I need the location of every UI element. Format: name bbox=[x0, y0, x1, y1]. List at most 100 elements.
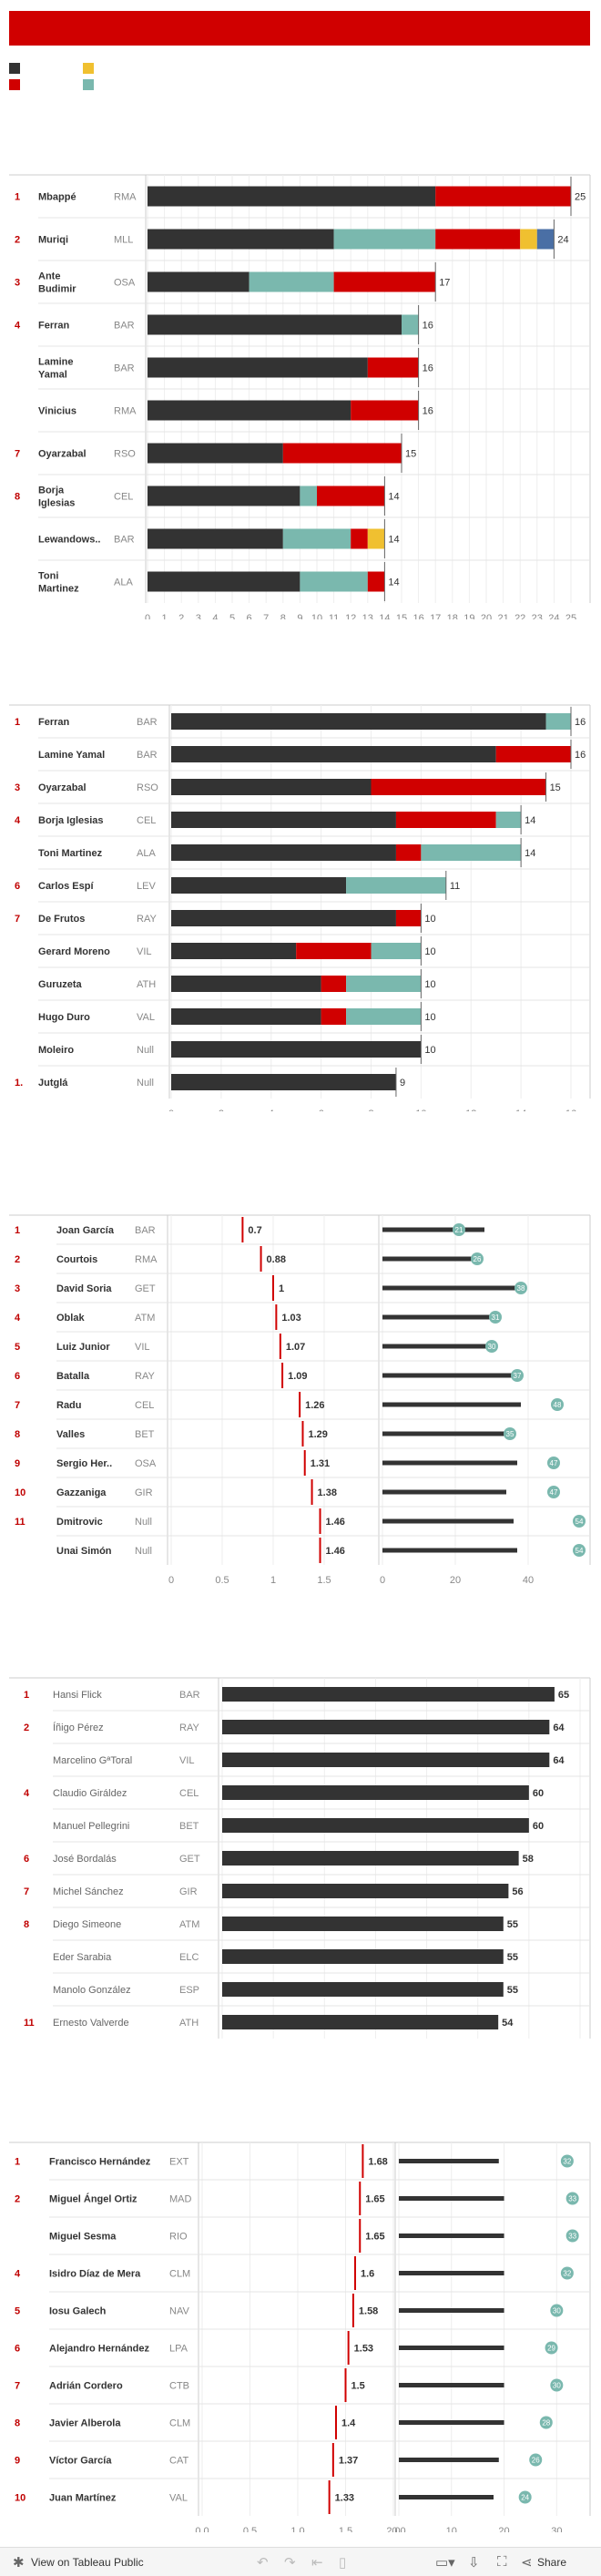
legend-swatch-teal bbox=[83, 79, 94, 90]
person-name: Francisco Hernández bbox=[49, 2157, 151, 2168]
x-tick-label: 1.5 bbox=[339, 2526, 352, 2532]
bar-segment bbox=[421, 844, 522, 861]
x-tick-label: 1.5 bbox=[317, 1575, 331, 1586]
team-label: NAV bbox=[169, 2306, 189, 2317]
revert-icon[interactable]: ⇤ bbox=[311, 2555, 323, 2571]
x-tick-label: 16 bbox=[565, 1109, 576, 1111]
player-name: Lewandows.. bbox=[38, 535, 100, 546]
device-layout-icon[interactable]: ▭▾ bbox=[435, 2555, 455, 2571]
value-label: 56 bbox=[512, 1886, 523, 1897]
bar-segment bbox=[495, 746, 571, 762]
games-label: 29 bbox=[547, 2345, 555, 2353]
x-tick-label: 0.0 bbox=[195, 2526, 209, 2532]
pause-icon[interactable]: ▯ bbox=[339, 2555, 347, 2571]
person-name: Gazzaniga bbox=[56, 1487, 107, 1498]
person-name: Miguel Sesma bbox=[49, 2232, 117, 2243]
bar-segment bbox=[367, 528, 385, 549]
value-label: 1.09 bbox=[288, 1371, 307, 1382]
bar-segment bbox=[148, 229, 334, 250]
total-label: 16 bbox=[423, 321, 433, 332]
games-label: 21 bbox=[455, 1226, 463, 1234]
team-label: Null bbox=[137, 1045, 154, 1056]
team-label: RAY bbox=[179, 1722, 199, 1733]
x-tick-label: 8 bbox=[280, 613, 286, 619]
second-scorers-chart: 0 2 4 6 8 10 12 14 16 1 Ferran BAR 16 Lamine Yamal BAR… bbox=[9, 704, 591, 1111]
bar-segment bbox=[371, 943, 422, 959]
team-label: BAR bbox=[137, 750, 158, 761]
x-tick-label: 0.5 bbox=[243, 2526, 257, 2532]
x-tick-label: 22 bbox=[514, 613, 525, 619]
team-label: ATM bbox=[135, 1313, 155, 1324]
player-name: Vinicius bbox=[38, 406, 76, 417]
x-tick-label: 50 bbox=[473, 2049, 484, 2050]
view-on-tableau-link[interactable]: View on Tableau Public bbox=[31, 2556, 144, 2569]
rank-label: 3 bbox=[15, 782, 20, 793]
fullscreen-icon[interactable]: ⛶ bbox=[497, 2554, 507, 2570]
bar-segment bbox=[171, 779, 372, 795]
team-label: GIR bbox=[135, 1487, 153, 1498]
bar bbox=[222, 1884, 509, 1898]
games-dot bbox=[518, 2490, 532, 2504]
coaches-chart: 0 10 20 30 40 50 60 70 1 Hansi Flick BAR 65 2 Íñigo P… bbox=[9, 1677, 591, 2050]
player-name: Carlos Espí bbox=[38, 881, 94, 892]
bar-segment bbox=[171, 844, 396, 861]
x-tick-label: 0 bbox=[219, 2049, 225, 2050]
team-label: Null bbox=[135, 1546, 152, 1557]
bar-segment bbox=[249, 271, 334, 292]
bar-segment bbox=[321, 976, 347, 992]
x-tick-label: 1.0 bbox=[290, 2526, 304, 2532]
bar-segment bbox=[148, 443, 283, 464]
x-tick-label: 6 bbox=[247, 613, 252, 619]
value-label: 1.68 bbox=[368, 2157, 387, 2168]
total-label: 10 bbox=[424, 946, 435, 957]
games-label: 54 bbox=[576, 1547, 584, 1555]
team-label: Null bbox=[135, 1517, 152, 1528]
bar-segment bbox=[148, 314, 402, 335]
player-name: Mbappé bbox=[38, 192, 76, 203]
value-label: 55 bbox=[507, 1985, 518, 1996]
x-tick-label: 0.0 bbox=[392, 2526, 405, 2532]
x-tick-label: 23 bbox=[532, 613, 543, 619]
team-label: BAR bbox=[114, 535, 135, 546]
player-name: Gerard Moreno bbox=[38, 946, 110, 957]
games-dot bbox=[560, 2266, 574, 2280]
bar-segment bbox=[171, 976, 321, 992]
rank-label: 6 bbox=[15, 1371, 20, 1382]
redo-icon[interactable]: ↷ bbox=[284, 2555, 296, 2571]
bar-segment bbox=[545, 713, 571, 730]
bar-segment bbox=[171, 943, 297, 959]
bar-segment bbox=[171, 746, 496, 762]
x-tick-label: 20 bbox=[450, 1575, 461, 1586]
rank-label: 7 bbox=[15, 914, 20, 925]
bar-segment bbox=[171, 1074, 396, 1090]
x-tick-label: 10 bbox=[311, 613, 322, 619]
player-name: Guruzeta bbox=[38, 979, 83, 990]
bar-segment bbox=[148, 528, 283, 549]
coach-name: Íñigo Pérez bbox=[53, 1722, 104, 1733]
rank-label: 1. bbox=[15, 1078, 23, 1089]
player-name: Borja bbox=[38, 486, 65, 496]
legend-swatch-yellow bbox=[83, 63, 94, 74]
rank-label: 6 bbox=[24, 1854, 29, 1865]
rank-label: 5 bbox=[15, 2306, 20, 2317]
x-tick-label: 17 bbox=[430, 613, 441, 619]
games-dot bbox=[560, 2154, 574, 2168]
person-name: Isidro Díaz de Mera bbox=[49, 2269, 141, 2280]
x-tick-label: 14 bbox=[379, 613, 390, 619]
rank-label: 5 bbox=[15, 1342, 20, 1353]
bar-segment bbox=[296, 943, 372, 959]
games-label: 31 bbox=[492, 1314, 500, 1322]
games-dot bbox=[529, 2453, 543, 2467]
coach-name: Michel Sánchez bbox=[53, 1886, 124, 1897]
team-label: BET bbox=[135, 1429, 155, 1440]
download-icon[interactable]: ⇩ bbox=[468, 2555, 480, 2571]
undo-icon[interactable]: ↶ bbox=[257, 2555, 269, 2571]
bar-segment bbox=[333, 229, 436, 250]
person-name: Joan García bbox=[56, 1225, 115, 1236]
bar bbox=[222, 1720, 550, 1734]
share-icon[interactable]: ⋖ bbox=[521, 2555, 533, 2571]
x-tick-label: 0 bbox=[168, 1109, 174, 1111]
x-tick-label: 4 bbox=[212, 613, 218, 619]
share-button[interactable]: Share bbox=[537, 2556, 567, 2569]
value-label: 60 bbox=[533, 1821, 544, 1832]
